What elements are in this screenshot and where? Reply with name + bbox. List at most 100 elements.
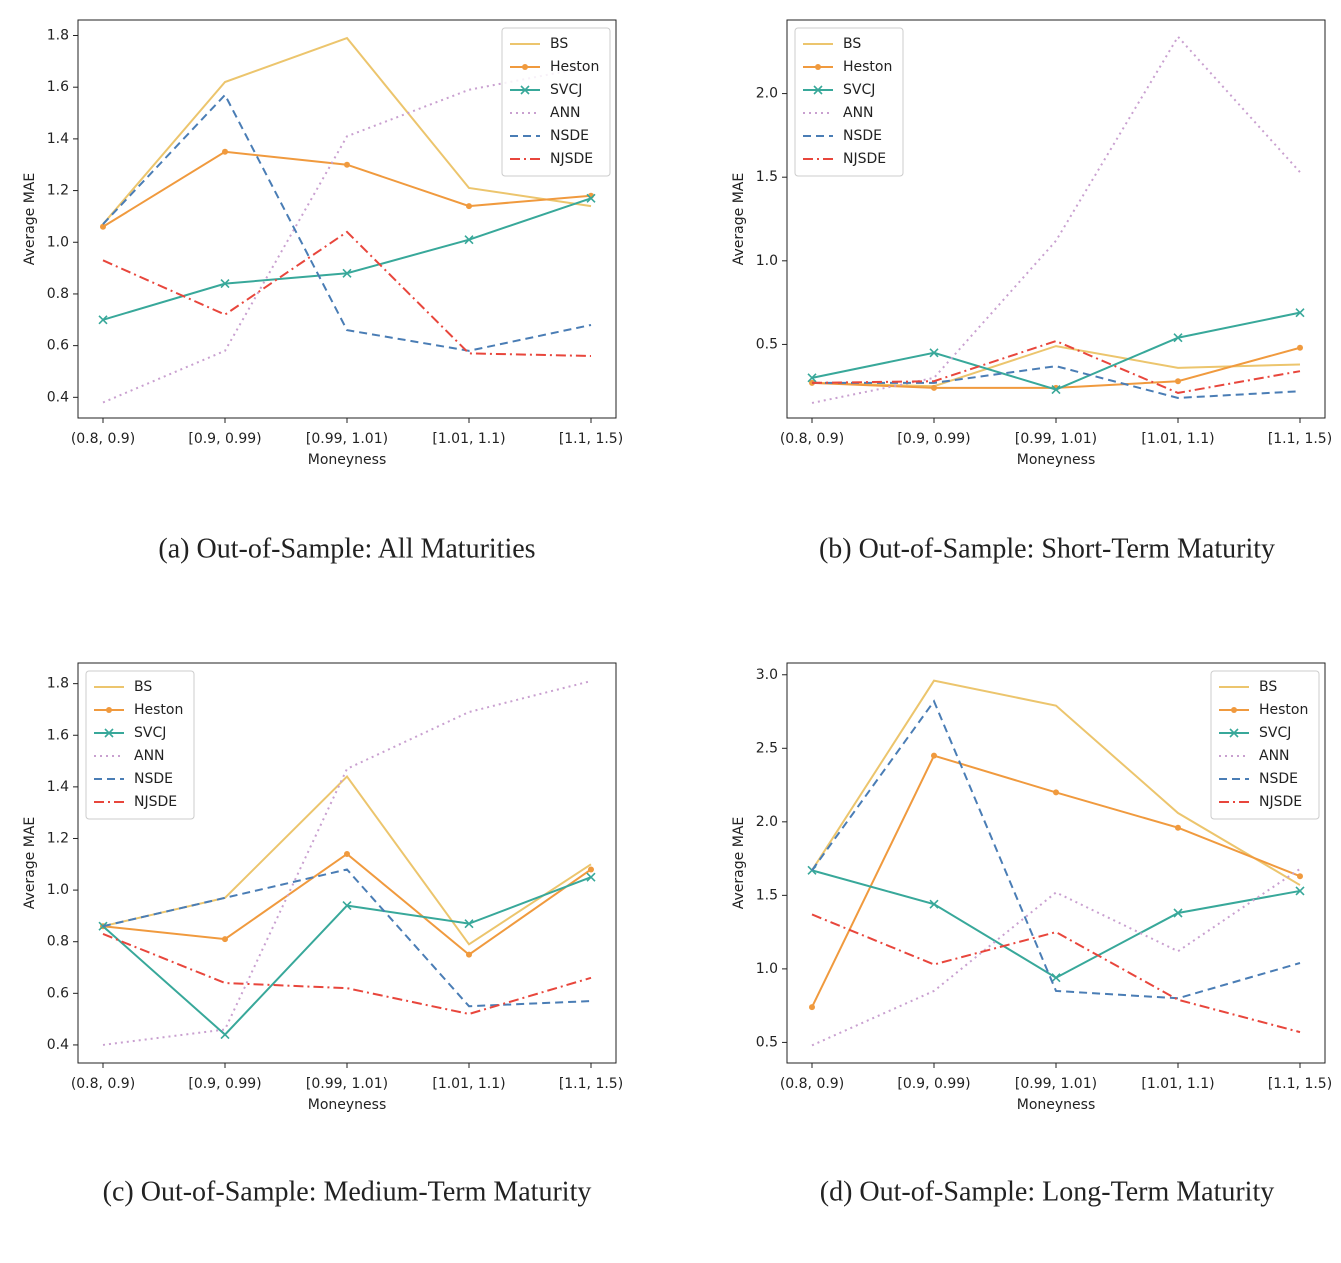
series-line xyxy=(812,365,1301,399)
marker xyxy=(1051,973,1061,983)
legend-label: BS xyxy=(550,36,568,52)
marker xyxy=(1051,385,1061,395)
y-axis-label: Average MAE xyxy=(731,173,747,265)
y-axis-label: Average MAE xyxy=(22,817,38,909)
marker xyxy=(98,315,108,325)
x-tick-label: [0.99, 1.01) xyxy=(306,431,388,447)
y-tick-label: 1.5 xyxy=(756,169,778,185)
legend-box xyxy=(501,27,611,177)
marker xyxy=(809,1004,815,1011)
x-axis-label: Moneyness xyxy=(1017,1097,1096,1113)
marker xyxy=(931,384,937,391)
caption: (a) Out-of-Sample: All Maturities xyxy=(158,533,535,564)
y-tick-label: 2.5 xyxy=(756,740,778,756)
marker xyxy=(220,279,230,289)
marker xyxy=(929,899,939,909)
series-line xyxy=(811,868,1301,1047)
legend-marker xyxy=(813,85,823,95)
y-tick-label: 2.0 xyxy=(756,814,778,830)
y-tick-label: 0.6 xyxy=(47,338,69,354)
series-line xyxy=(102,868,592,1008)
legend-label: BS xyxy=(1259,679,1277,695)
legend-label: NSDE xyxy=(550,128,589,144)
subplot: 0.4 0.6 0.8 1.0 1.2 1.4 1.6 1.8 (0.8, 0.9) [0.9, … xyxy=(22,662,623,1207)
series-line xyxy=(811,345,1301,388)
subplot: 0.5 1.0 1.5 2.0 2.5 3.0 (0.8, 0.9) [0.9, 0.99) [… xyxy=(731,662,1332,1207)
marker xyxy=(98,921,108,931)
x-tick-label: [0.9, 0.99) xyxy=(188,1076,261,1092)
series-line xyxy=(102,230,592,357)
x-tick-label: [1.1, 1.5) xyxy=(559,1076,623,1092)
marker xyxy=(466,951,472,958)
x-tick-label: [0.9, 0.99) xyxy=(897,431,970,447)
legend-label: NJSDE xyxy=(550,151,593,167)
marker xyxy=(929,348,939,358)
legend-marker xyxy=(106,707,112,713)
series-line xyxy=(811,679,1301,886)
marker xyxy=(586,193,596,203)
y-tick-label: 1.2 xyxy=(47,183,69,199)
legend-label: Heston xyxy=(550,59,599,75)
marker xyxy=(464,919,474,929)
marker xyxy=(1295,308,1305,318)
marker xyxy=(222,936,228,943)
y-tick-label: 1.6 xyxy=(47,79,69,95)
legend-label: NSDE xyxy=(1259,771,1298,787)
legend-label: NJSDE xyxy=(843,151,886,167)
marker xyxy=(222,148,228,155)
marker xyxy=(1297,344,1303,351)
x-axis-label: Moneyness xyxy=(308,1097,387,1113)
y-tick-label: 0.8 xyxy=(47,286,69,302)
y-tick-label: 1.6 xyxy=(47,727,69,743)
legend-marker xyxy=(520,85,530,95)
legend-marker xyxy=(104,728,114,738)
y-tick-label: 1.5 xyxy=(756,887,778,903)
legend-label: Heston xyxy=(843,59,892,75)
series-line xyxy=(811,35,1301,404)
x-tick-label: [0.99, 1.01) xyxy=(1015,431,1097,447)
legend-label: ANN xyxy=(843,105,874,121)
y-tick-label: 1.8 xyxy=(47,676,69,692)
y-tick-label: 0.4 xyxy=(47,1037,69,1053)
legend-label: ANN xyxy=(550,105,581,121)
x-tick-label: [0.99, 1.01) xyxy=(1015,1076,1097,1092)
marker xyxy=(220,1030,230,1040)
series-line xyxy=(811,913,1301,1034)
marker xyxy=(342,268,352,278)
legend-label: ANN xyxy=(1259,748,1290,764)
marker xyxy=(100,223,106,230)
y-tick-label: 1.8 xyxy=(47,28,69,44)
x-axis-label: Moneyness xyxy=(1017,452,1096,468)
series-line xyxy=(102,933,592,1016)
legend-marker xyxy=(522,64,528,70)
legend-label: SVCJ xyxy=(1259,725,1291,741)
legend-box xyxy=(85,670,195,820)
legend-label: SVCJ xyxy=(843,82,875,98)
x-tick-label: [0.9, 0.99) xyxy=(188,431,261,447)
x-tick-label: [1.01, 1.1) xyxy=(1141,1076,1214,1092)
y-tick-label: 0.4 xyxy=(47,389,69,405)
y-tick-label: 0.5 xyxy=(756,336,778,352)
y-tick-label: 0.8 xyxy=(47,934,69,950)
marker xyxy=(464,235,474,245)
legend-marker xyxy=(815,64,821,70)
series-line xyxy=(102,93,592,352)
y-tick-label: 1.0 xyxy=(756,253,778,269)
y-tick-label: 0.6 xyxy=(47,985,69,1001)
marker xyxy=(1297,873,1303,880)
x-tick-label: (0.8, 0.9) xyxy=(71,431,135,447)
marker xyxy=(1173,333,1183,343)
series-line xyxy=(811,340,1301,394)
y-tick-label: 1.0 xyxy=(47,234,69,250)
x-axis-label: Moneyness xyxy=(308,452,387,468)
y-tick-label: 1.4 xyxy=(47,131,69,147)
caption: (c) Out-of-Sample: Medium-Term Maturity xyxy=(103,1176,592,1207)
y-axis-label: Average MAE xyxy=(22,173,38,265)
marker xyxy=(1173,908,1183,918)
series-line xyxy=(102,36,592,225)
x-tick-label: [1.1, 1.5) xyxy=(559,431,623,447)
marker xyxy=(588,866,594,873)
y-tick-label: 2.0 xyxy=(756,86,778,102)
legend-label: Heston xyxy=(134,702,183,718)
